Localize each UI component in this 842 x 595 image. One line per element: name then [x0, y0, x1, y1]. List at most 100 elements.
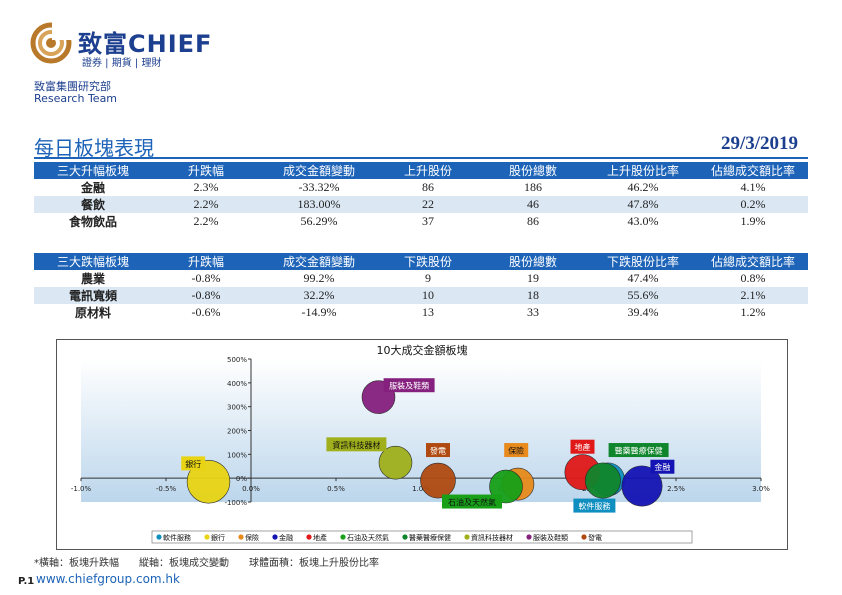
table-cell: 55.6%	[588, 287, 698, 304]
x-tick-label: 0.0%	[242, 485, 260, 493]
table-cell: 46.2%	[588, 179, 698, 196]
sector-name: 電訊寬頻	[34, 287, 152, 304]
data-label-box	[573, 498, 616, 513]
sector-name: 餐飲	[34, 196, 152, 213]
legend-marker	[204, 534, 210, 540]
table-row: 食物飲品 2.2% 56.29% 37 86 43.0% 1.9%	[34, 213, 808, 230]
table-cell: 186	[478, 179, 588, 196]
bubble-chart: 10大成交金額板塊 -1.0%-0.5%0.0%0.5%1.0%1.5%2.0%…	[56, 339, 788, 550]
column-header: 三大升幅板塊	[34, 162, 152, 179]
legend-marker	[526, 534, 532, 540]
column-header: 股份總數	[478, 253, 588, 270]
table-cell: 33	[478, 304, 588, 321]
legend-label: 保險	[245, 533, 259, 542]
table-row: 金融 2.3% -33.32% 86 186 46.2% 4.1%	[34, 179, 808, 196]
legend-label: 金融	[279, 533, 293, 542]
data-label-box	[504, 443, 529, 458]
chart-title: 10大成交金額板塊	[377, 343, 468, 357]
column-header: 升跌幅	[152, 162, 260, 179]
data-label-box	[426, 443, 450, 458]
table-cell: 22	[378, 196, 478, 213]
data-label: 石油及天然氣	[448, 497, 496, 507]
column-header: 下跌股份	[378, 253, 478, 270]
column-header: 三大跌幅板塊	[34, 253, 152, 270]
data-label: 銀行	[185, 459, 201, 469]
column-header: 下跌股份比率	[588, 253, 698, 270]
table-cell: -0.8%	[152, 270, 260, 287]
y-tick-label: 200%	[227, 428, 247, 436]
y-tick-label: 100%	[227, 451, 247, 459]
legend-label: 地產	[313, 533, 327, 542]
data-label-box	[383, 378, 435, 393]
table-cell: 18	[478, 287, 588, 304]
table-cell: -0.6%	[152, 304, 260, 321]
sector-name: 金融	[34, 179, 152, 196]
column-header: 升跌幅	[152, 253, 260, 270]
column-header: 成交金額變動	[260, 253, 378, 270]
top-sectors-table: 三大升幅板塊 升跌幅 成交金額變動 上升股份 股份總數 上升股份比率 佔總成交額…	[34, 162, 808, 230]
legend-label: 服裝及鞋類	[533, 533, 568, 542]
table-cell: 43.0%	[588, 213, 698, 230]
y-tick-label: 400%	[227, 380, 247, 388]
column-header: 成交金額變動	[260, 162, 378, 179]
legend-label: 銀行	[211, 533, 225, 542]
x-tick-label: -1.0%	[71, 485, 92, 493]
table-cell: 1.9%	[698, 213, 808, 230]
data-label: 醫藥醫療保健	[615, 446, 663, 456]
table-row: 餐飲 2.2% 183.00% 22 46 47.8% 0.2%	[34, 196, 808, 213]
table-cell: -0.8%	[152, 287, 260, 304]
data-label-box	[650, 459, 675, 474]
y-tick-label: 300%	[227, 404, 247, 412]
y-tick-label: 500%	[227, 356, 247, 364]
table-cell: 1.2%	[698, 304, 808, 321]
table-cell: 0.8%	[698, 270, 808, 287]
title-divider	[34, 157, 808, 159]
sector-name: 原材料	[34, 304, 152, 321]
column-header: 佔總成交額比率	[698, 162, 808, 179]
legend-label: 軟件服務	[163, 533, 191, 542]
legend-marker	[156, 534, 162, 540]
table-cell: 39.4%	[588, 304, 698, 321]
column-header: 上升股份	[378, 162, 478, 179]
legend-marker	[238, 534, 244, 540]
table-cell: -33.32%	[260, 179, 378, 196]
legend-label: 資訊科技器材	[471, 533, 513, 542]
legend-marker	[340, 534, 346, 540]
table-cell: 0.2%	[698, 196, 808, 213]
data-label: 金融	[654, 462, 670, 472]
legend-marker	[272, 534, 278, 540]
table-cell: 99.2%	[260, 270, 378, 287]
table-cell: 32.2%	[260, 287, 378, 304]
table-cell: 2.3%	[152, 179, 260, 196]
table-cell: 37	[378, 213, 478, 230]
table-cell: 10	[378, 287, 478, 304]
legend-label: 醫藥醫療保健	[409, 533, 451, 542]
sector-name: 農業	[34, 270, 152, 287]
page-number: P.1	[18, 576, 35, 587]
bubble-point	[378, 445, 413, 480]
table-cell: 13	[378, 304, 478, 321]
data-label: 軟件服務	[578, 501, 610, 511]
bottom-sectors-table: 三大跌幅板塊 升跌幅 成交金額變動 下跌股份 股份總數 下跌股份比率 佔總成交額…	[34, 253, 808, 321]
y-tick-label: 0%	[236, 475, 247, 483]
bubble-point	[186, 460, 231, 504]
column-header: 佔總成交額比率	[698, 253, 808, 270]
data-label-box	[608, 443, 669, 458]
table-row: 電訊寬頻 -0.8% 32.2% 10 18 55.6% 2.1%	[34, 287, 808, 304]
legend-marker	[306, 534, 312, 540]
x-tick-label: 2.5%	[667, 485, 685, 493]
data-label-box	[442, 494, 502, 509]
legend-label: 石油及天然氣	[347, 533, 389, 542]
table-cell: 86	[478, 213, 588, 230]
table-cell: 47.4%	[588, 270, 698, 287]
y-tick-label: -100%	[224, 499, 247, 507]
table-cell: 19	[478, 270, 588, 287]
data-label: 地產	[575, 442, 591, 452]
bubble-point	[621, 465, 663, 507]
legend-marker	[464, 534, 470, 540]
table-row: 農業 -0.8% 99.2% 9 19 47.4% 0.8%	[34, 270, 808, 287]
footnote: *橫軸：板塊升跌幅 縱軸：板塊成交變動 球體面積：板塊上升股份比率	[34, 558, 379, 569]
column-header: 股份總數	[478, 162, 588, 179]
data-label: 發電	[430, 447, 446, 456]
website-link[interactable]: www.chiefgroup.com.hk	[36, 572, 180, 586]
